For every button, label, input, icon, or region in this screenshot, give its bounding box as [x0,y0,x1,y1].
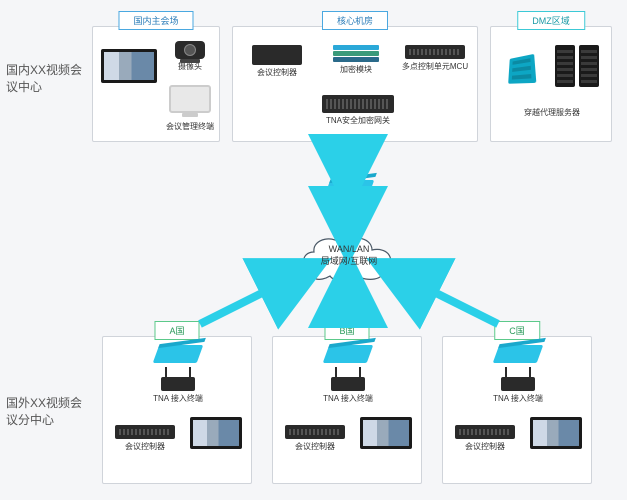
device-tv-b [355,417,417,449]
cloud-line1: WAN/LAN [294,244,404,256]
cloud-line2: 局域网/互联网 [294,256,404,268]
tna-label-b: TNA 接入终端 [313,393,383,404]
device-tna-b: TNA 接入终端 [313,377,383,404]
zone-header-a: A国 [154,321,199,340]
arrow-a-to-cloud [200,276,296,324]
switch-icon-c [493,345,544,363]
device-controller-b: 会议控制器 [279,425,351,452]
device-tna-a: TNA 接入终端 [143,377,213,404]
tv-icon-b [360,417,412,449]
wifi-icon-c [501,377,535,391]
gateway-label: TNA安全加密网关 [303,115,413,126]
device-camera: 摄像头 [165,41,215,72]
zone-dmz: DMZ区域 穿越代理服务器 [490,26,612,142]
zone-header-main-venue: 国内主会场 [118,11,193,30]
controller-label-b: 会议控制器 [279,441,351,452]
terminal-label: 会议管理终端 [165,121,215,132]
zone-header-dmz: DMZ区域 [517,11,585,30]
switch-icon [153,345,204,363]
device-gateway: TNA安全加密网关 [303,95,413,126]
server-icon [549,45,605,87]
device-controller-c: 会议控制器 [449,425,521,452]
device-encrypt: 加密模块 [321,45,391,75]
device-tv-c [525,417,587,449]
device-switch-a [143,345,213,363]
encrypt-icon [333,45,379,62]
arrow-c-to-cloud [402,276,498,324]
wifi-icon-b [331,377,365,391]
device-tna-c: TNA 接入终端 [483,377,553,404]
controller-icon-a [115,425,175,439]
center-switch-icon [324,180,375,198]
tv-icon-c [530,417,582,449]
mcu-icon [405,45,465,59]
switch-icon-b [323,345,374,363]
tna-label-c: TNA 接入终端 [483,393,553,404]
cloud-wan-lan: WAN/LAN 局域网/互联网 [294,230,404,284]
zone-country-c: C国 TNA 接入终端 会议控制器 [442,336,592,484]
zone-country-b: B国 TNA 接入终端 会议控制器 [272,336,422,484]
proxy-label-wrap: 穿越代理服务器 [491,105,613,118]
monitor-icon [169,85,211,113]
device-mcu: 多点控制单元MCU [395,45,475,72]
camera-icon [175,41,205,59]
device-tv-a [185,417,247,449]
device-terminal: 会议管理终端 [165,85,215,132]
device-firewall [499,55,543,83]
device-switch-c [483,345,553,363]
encrypt-label: 加密模块 [321,64,391,75]
rack-icon [252,45,302,65]
gateway-icon [322,95,394,113]
controller-label-a: 会议控制器 [109,441,181,452]
controller-icon-b [285,425,345,439]
device-proxy [549,45,605,87]
zone-header-core-room: 核心机房 [322,11,388,30]
zone-header-b: B国 [324,321,369,340]
controller-icon-c [455,425,515,439]
section-label-bottom: 国外XX视频会议分中心 [6,395,86,429]
tna-label-a: TNA 接入终端 [143,393,213,404]
device-tv [99,49,159,83]
device-controller-core: 会议控制器 [241,45,313,78]
device-center-switch [324,180,374,198]
firewall-icon [508,54,536,84]
section-label-top: 国内XX视频会议中心 [6,62,86,96]
controller-label-core: 会议控制器 [241,67,313,78]
tv-icon [101,49,157,83]
device-controller-a: 会议控制器 [109,425,181,452]
zone-main-venue: 国内主会场 摄像头 会议管理终端 [92,26,220,142]
zone-core-room: 核心机房 会议控制器 加密模块 多点控制单元MCU TNA安全加密网关 [232,26,478,142]
proxy-label: 穿越代理服务器 [491,107,613,118]
tv-icon-a [190,417,242,449]
device-switch-b [313,345,383,363]
mcu-label: 多点控制单元MCU [395,61,475,72]
wifi-icon [161,377,195,391]
zone-header-c: C国 [494,321,540,340]
controller-label-c: 会议控制器 [449,441,521,452]
zone-country-a: A国 TNA 接入终端 会议控制器 [102,336,252,484]
